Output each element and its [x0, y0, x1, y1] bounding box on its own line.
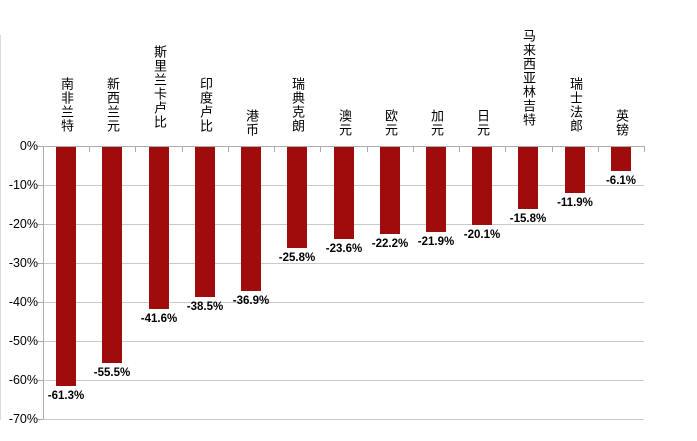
y-axis-tick-label: -40%: [8, 295, 38, 309]
x-axis-tick: [320, 146, 321, 152]
y-axis-tick-label: -70%: [8, 412, 38, 426]
y-axis-tick: [37, 224, 43, 225]
x-axis-tick: [413, 146, 414, 152]
category-label: 马来西亚林吉特: [521, 29, 536, 127]
x-axis-tick: [182, 146, 183, 152]
category-label: 加元: [429, 109, 444, 137]
bar-value-label: -6.1%: [605, 175, 637, 187]
x-axis-tick: [274, 146, 275, 152]
category-label: 印度卢比: [198, 77, 213, 133]
x-axis-tick: [135, 146, 136, 152]
x-axis-tick: [89, 146, 90, 152]
y-axis-line: [43, 146, 44, 419]
category-label: 澳元: [337, 109, 352, 137]
y-axis-tick-label: 0%: [19, 139, 38, 153]
category-label: 港币: [244, 109, 259, 137]
x-axis-tick: [598, 146, 599, 152]
y-axis-tick: [37, 380, 43, 381]
y-axis-tick-label: -50%: [8, 334, 38, 348]
y-gridline: [43, 341, 644, 342]
category-label: 欧元: [383, 109, 398, 137]
bar-6: [334, 147, 354, 239]
y-axis-tick-label: -30%: [8, 256, 38, 270]
bar-value-label: -15.8%: [509, 213, 547, 225]
y-gridline: [43, 302, 644, 303]
x-axis-tick: [228, 146, 229, 152]
category-label: 新西兰元: [105, 77, 120, 133]
bar-0: [56, 147, 76, 386]
bar-value-label: -22.2%: [371, 238, 409, 250]
y-gridline: [43, 380, 644, 381]
y-axis-tick-label: -60%: [8, 373, 38, 387]
y-axis-tick-label: -10%: [8, 178, 38, 192]
bar-3: [195, 147, 215, 297]
bar-value-label: -36.9%: [232, 295, 270, 307]
bar-9: [472, 147, 492, 225]
bar-value-label: -25.8%: [278, 252, 316, 264]
category-label: 瑞士法郎: [568, 77, 583, 133]
bar-value-label: -23.6%: [325, 243, 363, 255]
bar-7: [380, 147, 400, 234]
y-axis-tick: [37, 419, 43, 420]
bar-4: [241, 147, 261, 291]
bar-value-label: -55.5%: [93, 367, 131, 379]
category-label: 英镑: [614, 109, 629, 137]
bar-2: [149, 147, 169, 309]
bar-10: [518, 147, 538, 209]
category-label: 日元: [475, 109, 490, 137]
y-axis-tick: [37, 263, 43, 264]
bar-value-label: -38.5%: [186, 301, 224, 313]
category-label: 瑞典克朗: [290, 77, 305, 133]
x-axis-tick: [644, 146, 645, 152]
bar-value-label: -61.3%: [47, 390, 85, 402]
category-label: 南非兰特: [59, 77, 74, 133]
bar-12: [611, 147, 631, 171]
y-gridline: [43, 419, 644, 420]
bar-value-label: -20.1%: [463, 229, 501, 241]
bar-11: [565, 147, 585, 193]
bar-value-label: -21.9%: [417, 236, 455, 248]
y-axis-tick: [37, 341, 43, 342]
x-axis-tick: [552, 146, 553, 152]
y-gridline: [43, 263, 644, 264]
y-axis-tick: [37, 146, 43, 147]
bar-value-label: -41.6%: [140, 313, 178, 325]
x-axis-tick: [43, 146, 44, 152]
bar-value-label: -11.9%: [557, 197, 593, 209]
category-label: 斯里兰卡卢比: [152, 45, 167, 129]
y-axis-tick: [37, 302, 43, 303]
x-axis-tick: [459, 146, 460, 152]
y-axis-tick: [37, 185, 43, 186]
x-axis-tick: [367, 146, 368, 152]
x-axis-tick: [505, 146, 506, 152]
clipped-left-edge-line: [0, 35, 1, 420]
bar-5: [287, 147, 307, 248]
y-axis-tick-label: -20%: [8, 217, 38, 231]
bar-1: [102, 147, 122, 363]
bar-8: [426, 147, 446, 232]
x-axis-line: [43, 146, 644, 147]
